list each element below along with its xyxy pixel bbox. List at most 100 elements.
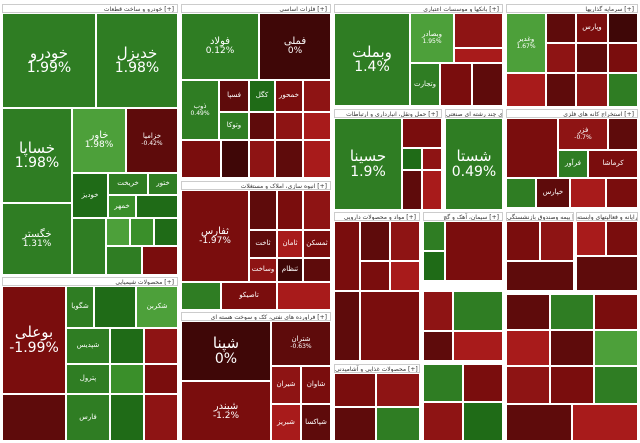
sector-header-metals[interactable]: فلزات اساسی [+] [181,4,331,13]
stock-tile[interactable] [506,178,536,208]
stock-tile[interactable] [576,221,606,256]
stock-tile[interactable]: شپاکسا [301,404,331,441]
stock-tile[interactable]: فملی 0% [259,13,331,80]
stock-tile[interactable] [594,294,638,330]
stock-tile[interactable] [576,73,608,107]
stock-tile[interactable] [249,140,275,178]
stock-tile[interactable] [334,221,360,291]
stock-tile[interactable] [249,190,277,230]
stock-tile[interactable] [390,261,420,291]
stock-tile[interactable]: فسپا [219,80,249,112]
sector-header-food[interactable]: محصولات غذایی و آشامیدنی [+] [334,364,420,373]
stock-tile[interactable] [181,140,221,178]
stock-tile[interactable] [506,118,558,178]
stock-tile[interactable]: ثنظام [277,258,303,282]
stock-tile[interactable]: خساپا 1.98% [2,108,72,203]
stock-tile[interactable] [440,63,472,106]
stock-tile[interactable] [472,63,503,106]
stock-tile[interactable] [334,407,376,441]
stock-tile[interactable] [506,221,540,261]
stock-tile[interactable] [303,258,331,282]
stock-tile[interactable] [606,221,638,256]
stock-tile[interactable] [390,221,420,261]
stock-tile[interactable]: کگل [249,80,275,112]
stock-tile[interactable]: خمهر [108,195,136,218]
stock-tile[interactable]: وتجارت [410,63,440,106]
stock-tile[interactable]: شپدیس [66,328,110,364]
sector-header-cement[interactable]: سیمان، آهک و گچ [+] [423,212,503,221]
stock-tile[interactable] [277,282,331,310]
stock-tile[interactable]: خریخت [108,173,148,195]
stock-tile[interactable] [506,261,574,291]
stock-tile[interactable]: شستا 0.49% [445,118,503,210]
stock-tile[interactable]: خودیز [72,173,108,218]
stock-tile[interactable]: تاصیکو [221,282,277,310]
sector-header-oil[interactable]: فراورده های نفتی، کک و سوخت هسته ای [+] [181,312,331,321]
stock-tile[interactable] [144,364,178,394]
stock-tile[interactable] [144,328,178,364]
stock-tile[interactable] [110,394,144,441]
sector-header-holding[interactable]: انبوه سازی، املاک و مستغلات [+] [181,181,331,190]
sector-header-banks[interactable]: بانکها و موسسات اعتباری [+] [334,4,503,13]
sector-header-transport[interactable]: حمل ونقل، انبارداری و ارتباطات [+] [334,109,442,118]
stock-tile[interactable] [422,170,442,210]
stock-tile[interactable] [506,73,546,107]
stock-tile[interactable]: ذوب 0.49% [181,80,219,140]
stock-tile[interactable] [334,373,376,407]
stock-tile[interactable] [608,118,638,150]
stock-tile[interactable] [570,178,606,208]
stock-tile[interactable] [402,148,422,170]
stock-tile[interactable]: وبملت 1.4% [334,13,410,106]
stock-tile[interactable]: ثفارس -1.97% [181,190,249,282]
sector-header-equip[interactable]: رایانه و فعالیتهای وابسته [+] [576,212,638,221]
stock-tile[interactable]: فارس [66,394,110,441]
stock-tile[interactable]: خدیزل 1.98% [96,13,178,108]
stock-tile[interactable]: خگستر 1.31% [2,203,72,275]
stock-tile[interactable]: کرماشا [588,150,638,178]
sector-header-mining[interactable]: استخراج کانه های فلزی [+] [506,109,638,118]
stock-tile[interactable]: ثمسکن [303,230,331,258]
stock-tile[interactable]: وساخت [249,258,277,282]
stock-tile[interactable] [423,221,445,251]
stock-tile[interactable] [550,330,594,366]
sector-header-investment[interactable]: سرمایه گذاریها [+] [506,4,638,13]
stock-tile[interactable] [454,13,503,48]
stock-tile[interactable] [130,218,154,246]
stock-tile[interactable]: وغدیر 1.67% [506,13,546,73]
stock-tile[interactable]: بوعلی -1.99% [2,286,66,394]
stock-tile[interactable]: شاوان [301,366,331,404]
stock-tile[interactable] [94,286,136,328]
stock-tile[interactable]: شکربن [136,286,178,328]
stock-tile[interactable] [221,140,249,178]
stock-tile[interactable] [608,73,638,107]
stock-tile[interactable] [402,170,422,210]
stock-tile[interactable]: فولاد 0.12% [181,13,259,80]
stock-tile[interactable] [303,80,331,112]
stock-tile[interactable] [546,73,576,107]
stock-tile[interactable]: فرآور [558,150,588,178]
stock-tile[interactable] [303,140,331,178]
stock-tile[interactable] [376,373,420,407]
stock-tile[interactable]: خاور 1.98% [72,108,126,173]
sector-header-pharma[interactable]: مواد و محصولات دارویی [+] [334,212,420,221]
stock-tile[interactable] [249,112,275,140]
stock-tile[interactable] [110,328,144,364]
stock-tile[interactable] [608,43,638,73]
stock-tile[interactable]: وتوکا [219,112,249,140]
stock-tile[interactable] [277,190,303,230]
stock-tile[interactable]: شتران -0.63% [271,321,331,366]
stock-tile[interactable] [136,195,178,218]
stock-tile[interactable] [303,112,331,140]
stock-tile[interactable]: شیران [271,366,301,404]
stock-tile[interactable] [550,366,594,404]
stock-tile[interactable] [423,402,463,441]
stock-tile[interactable] [463,364,503,402]
stock-tile[interactable] [423,291,453,331]
stock-tile[interactable] [453,331,503,361]
stock-tile[interactable] [110,364,144,394]
stock-tile[interactable] [2,394,66,441]
stock-tile[interactable] [576,43,608,73]
stock-tile[interactable]: خپارس [536,178,570,208]
stock-tile[interactable] [144,394,178,441]
stock-tile[interactable] [275,112,303,140]
